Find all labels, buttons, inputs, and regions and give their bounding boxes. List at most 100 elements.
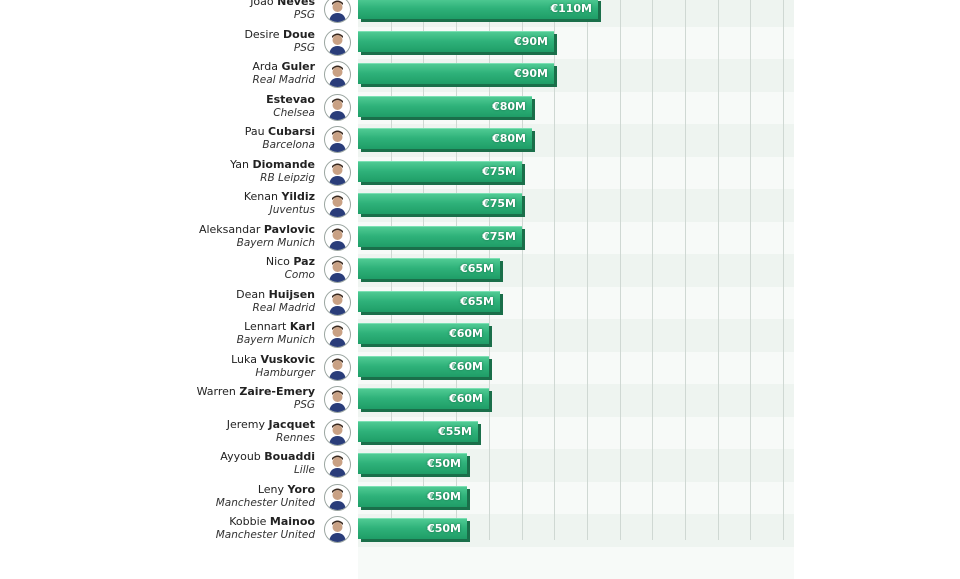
player-avatar-icon <box>324 484 351 511</box>
player-name: Kenan Yildiz <box>244 190 315 203</box>
value-bar: €90M <box>358 63 554 84</box>
player-last-name: Bouaddi <box>264 450 315 463</box>
player-name: Desire Doue <box>244 28 315 41</box>
player-last-name: Guler <box>281 60 315 73</box>
player-avatar-icon <box>324 159 351 186</box>
player-name: Estevao <box>266 93 315 106</box>
player-avatar-icon <box>324 354 351 381</box>
player-club: Hamburger <box>255 367 315 380</box>
player-first-name: Nico <box>266 255 294 268</box>
player-last-name: Paz <box>293 255 315 268</box>
player-first-name: Lennart <box>244 320 290 333</box>
player-club: Lille <box>294 464 315 477</box>
player-avatar-icon <box>324 0 351 23</box>
value-bar: €55M <box>358 421 478 442</box>
value-bar: €75M <box>358 161 522 182</box>
player-name: Nico Paz <box>266 255 315 268</box>
row-stripe <box>358 547 794 579</box>
player-first-name: Luka <box>231 353 260 366</box>
value-label: €90M <box>514 35 548 49</box>
player-club: PSG <box>294 399 315 412</box>
player-last-name: Cubarsi <box>268 125 315 138</box>
value-bar: €75M <box>358 193 522 214</box>
value-label: €80M <box>492 100 526 114</box>
player-name: Luka Vuskovic <box>231 353 315 366</box>
value-label: €50M <box>427 522 461 536</box>
player-last-name: Jacquet <box>269 418 315 431</box>
player-first-name: Leny <box>258 483 288 496</box>
player-club: Real Madrid <box>252 302 315 315</box>
player-avatar-icon <box>324 516 351 543</box>
value-label: €65M <box>460 262 494 276</box>
player-first-name: Jeremy <box>227 418 269 431</box>
player-name: Yan Diomande <box>230 158 315 171</box>
value-bar: €60M <box>358 388 489 409</box>
value-label: €55M <box>438 425 472 439</box>
player-last-name: Mainoo <box>270 515 315 528</box>
value-label: €60M <box>449 392 483 406</box>
player-last-name: Zaire-Emery <box>239 385 315 398</box>
player-name: Dean Huijsen <box>236 288 315 301</box>
value-label: €50M <box>427 490 461 504</box>
value-label: €110M <box>550 2 592 16</box>
value-bar: €110M <box>358 0 598 19</box>
value-bar: €80M <box>358 128 532 149</box>
player-last-name: Yildiz <box>281 190 315 203</box>
player-name: Lennart Karl <box>244 320 315 333</box>
value-bar: €50M <box>358 518 467 539</box>
player-last-name: Estevao <box>266 93 315 106</box>
player-avatar-icon <box>324 29 351 56</box>
player-avatar-icon <box>324 289 351 316</box>
player-last-name: Doue <box>283 28 315 41</box>
player-first-name: Warren <box>197 385 240 398</box>
player-first-name: Aleksandar <box>199 223 264 236</box>
player-first-name: Dean <box>236 288 268 301</box>
value-bar: €80M <box>358 96 532 117</box>
value-bar: €65M <box>358 291 500 312</box>
player-club: Juventus <box>270 204 315 217</box>
player-avatar-icon <box>324 256 351 283</box>
player-last-name: Pavlovic <box>264 223 315 236</box>
value-label: €80M <box>492 132 526 146</box>
value-label: €75M <box>482 197 516 211</box>
value-bar: €75M <box>358 226 522 247</box>
value-bar: €65M <box>358 258 500 279</box>
player-name: Warren Zaire-Emery <box>197 385 315 398</box>
player-first-name: Yan <box>230 158 252 171</box>
value-bar: €60M <box>358 356 489 377</box>
player-first-name: Kobbie <box>229 515 270 528</box>
value-label: €90M <box>514 67 548 81</box>
player-avatar-icon <box>324 386 351 413</box>
player-name: Kobbie Mainoo <box>229 515 315 528</box>
player-first-name: Joao <box>250 0 277 8</box>
player-name: Ayyoub Bouaddi <box>220 450 315 463</box>
player-first-name: Pau <box>245 125 268 138</box>
player-last-name: Diomande <box>252 158 315 171</box>
player-avatar-icon <box>324 94 351 121</box>
player-last-name: Karl <box>290 320 315 333</box>
player-last-name: Huijsen <box>269 288 315 301</box>
player-name: Leny Yoro <box>258 483 315 496</box>
player-first-name: Desire <box>244 28 283 41</box>
player-avatar-icon <box>324 419 351 446</box>
value-bar: €90M <box>358 31 554 52</box>
player-club: Bayern Munich <box>237 334 315 347</box>
player-club: Real Madrid <box>252 74 315 87</box>
player-club: PSG <box>294 9 315 22</box>
player-name: Joao Neves <box>250 0 315 8</box>
player-avatar-icon <box>324 61 351 88</box>
value-bar: €50M <box>358 453 467 474</box>
